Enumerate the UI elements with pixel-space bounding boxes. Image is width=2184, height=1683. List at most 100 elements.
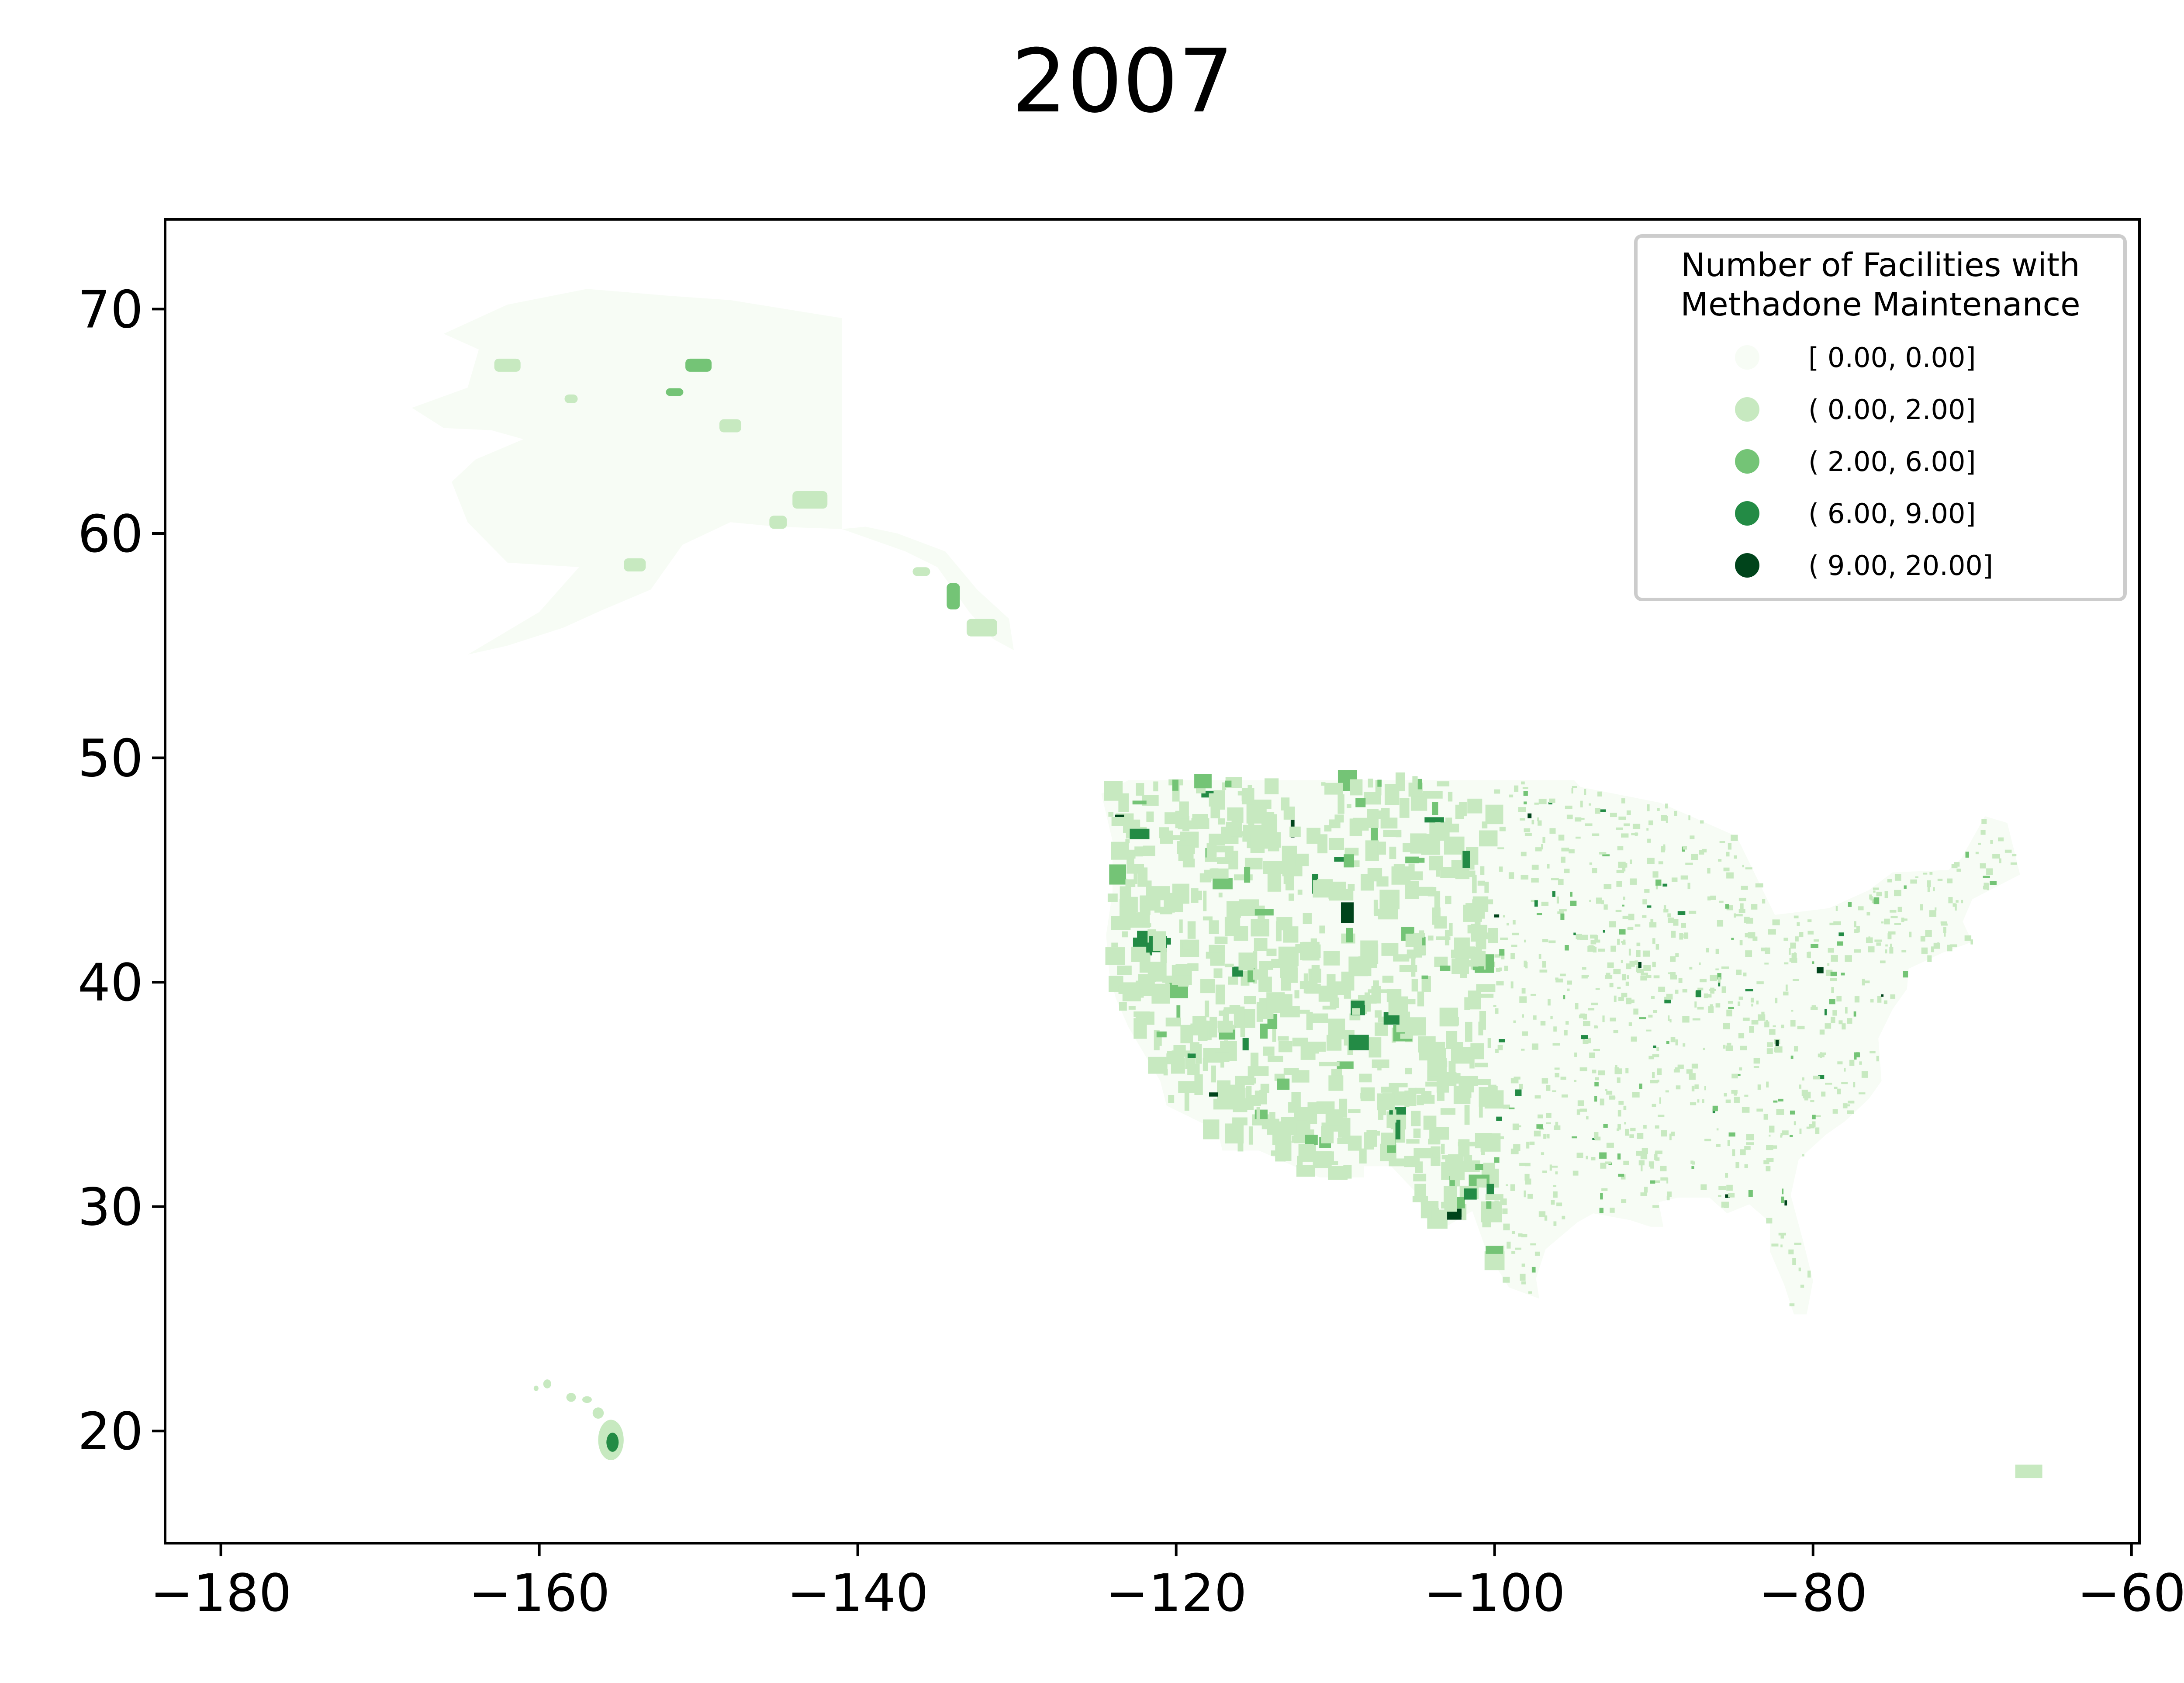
county-patch: [1715, 968, 1719, 970]
county-patch: [1789, 958, 1791, 962]
county-patch: [1542, 939, 1548, 942]
county-patch: [1205, 857, 1223, 862]
county-patch: [1809, 1124, 1815, 1129]
county-patch: [1352, 1008, 1360, 1015]
county-patch: [1246, 804, 1267, 824]
county-patch: [1451, 1047, 1471, 1064]
county-patch: [1894, 923, 1901, 925]
county-patch: [1419, 945, 1426, 955]
county-patch: [1745, 989, 1753, 991]
county-patch: [1575, 836, 1581, 839]
county-patch: [1179, 919, 1183, 933]
county-patch: [1887, 933, 1892, 939]
county-patch: [1739, 1067, 1742, 1071]
county-patch: [1984, 883, 1989, 890]
county-patch: [1380, 817, 1398, 829]
county-patch: [1856, 926, 1860, 933]
county-patch: [1881, 921, 1884, 924]
county-patch: [1529, 1141, 1535, 1145]
county-patch: [1901, 918, 1904, 922]
county-patch: [1109, 864, 1127, 885]
county-patch: [1542, 1080, 1547, 1083]
county-patch: [1206, 1048, 1214, 1056]
county-patch: [1531, 820, 1534, 824]
county-patch: [1880, 960, 1886, 963]
county-patch: [1537, 817, 1539, 821]
county-patch: [1534, 1130, 1541, 1137]
county-patch: [1254, 909, 1274, 916]
county-patch: [1750, 997, 1754, 1003]
county-patch: [1717, 920, 1724, 927]
county-patch: [1253, 969, 1268, 980]
county-patch: [1523, 791, 1528, 796]
county-patch: [1915, 876, 1918, 878]
county-patch: [1321, 782, 1326, 786]
county-patch: [1675, 990, 1679, 994]
county-patch: [1723, 867, 1730, 872]
county-patch: [1487, 1038, 1491, 1048]
borough-patch: [564, 394, 578, 403]
county-patch: [1835, 906, 1838, 911]
county-patch: [1572, 1136, 1577, 1139]
county-patch: [1838, 932, 1844, 936]
county-patch: [1735, 1162, 1739, 1168]
county-patch: [1775, 1039, 1779, 1046]
county-patch: [1396, 772, 1405, 792]
county-patch: [1837, 1088, 1841, 1094]
county-patch: [1778, 1098, 1783, 1101]
county-patch: [1699, 962, 1701, 965]
county-patch: [1657, 1080, 1659, 1083]
county-patch: [1660, 1166, 1667, 1171]
county-patch: [1615, 910, 1622, 913]
county-patch: [1676, 1085, 1681, 1090]
county-patch: [1546, 1134, 1548, 1138]
county-patch: [1494, 914, 1500, 918]
county-patch: [1405, 881, 1419, 899]
county-patch: [1614, 995, 1617, 1002]
county-patch: [1251, 919, 1269, 937]
county-patch: [1951, 864, 1958, 869]
county-patch: [2012, 854, 2017, 856]
county-patch: [1657, 1068, 1662, 1075]
county-patch: [1842, 1023, 1846, 1030]
county-patch: [1797, 922, 1800, 926]
county-patch: [1874, 939, 1882, 942]
county-patch: [1744, 1146, 1751, 1150]
county-patch: [1151, 886, 1170, 900]
county-patch: [1365, 992, 1370, 1005]
county-patch: [1528, 1291, 1532, 1294]
county-patch: [1790, 1020, 1796, 1027]
county-patch: [1535, 847, 1542, 852]
county-patch: [1890, 994, 1896, 999]
county-patch: [1948, 897, 1953, 904]
county-patch: [1842, 1103, 1848, 1108]
county-patch: [1291, 1092, 1301, 1112]
county-patch: [1480, 866, 1485, 875]
county-patch: [1807, 1271, 1811, 1278]
county-patch: [1770, 1145, 1777, 1149]
county-patch: [1681, 923, 1686, 928]
county-patch: [1642, 915, 1647, 918]
county-patch: [1890, 910, 1897, 913]
county-patch: [1375, 1022, 1388, 1036]
county-patch: [1227, 807, 1244, 821]
county-patch: [1153, 781, 1158, 792]
county-patch: [1718, 1186, 1727, 1190]
county-patch: [1588, 1008, 1595, 1011]
county-patch: [1783, 938, 1789, 941]
legend-marker: [1735, 501, 1759, 526]
county-patch: [1756, 1001, 1759, 1004]
county-patch: [1653, 1045, 1656, 1048]
county-patch: [1650, 918, 1654, 925]
county-patch: [1694, 1001, 1697, 1008]
county-patch: [1554, 1067, 1560, 1070]
county-patch: [1569, 849, 1575, 854]
county-patch: [1449, 923, 1453, 936]
county-patch: [1619, 929, 1626, 935]
county-patch: [1319, 925, 1325, 934]
county-patch: [1595, 808, 1600, 814]
county-patch: [1848, 902, 1852, 907]
county-patch: [1364, 1132, 1374, 1150]
county-patch: [1752, 936, 1758, 941]
